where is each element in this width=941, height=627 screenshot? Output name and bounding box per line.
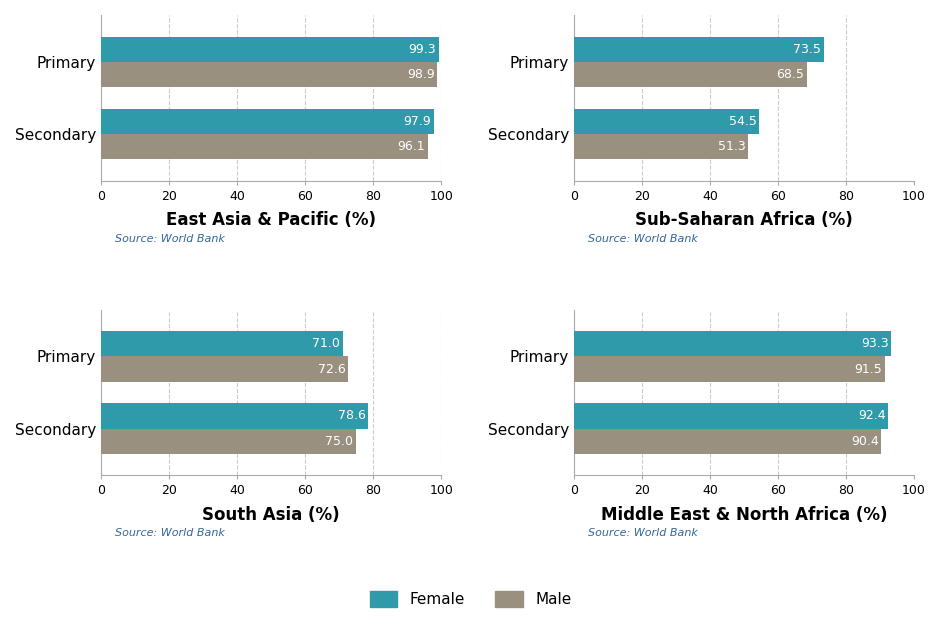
Text: Source: World Bank: Source: World Bank bbox=[587, 529, 697, 539]
Legend: Female, Male: Female, Male bbox=[363, 585, 578, 613]
Text: 99.3: 99.3 bbox=[408, 43, 436, 56]
Text: 91.5: 91.5 bbox=[854, 362, 883, 376]
Text: Source: World Bank: Source: World Bank bbox=[115, 234, 225, 244]
Text: 92.4: 92.4 bbox=[858, 409, 885, 423]
Bar bbox=[101, 108, 434, 134]
Text: Source: World Bank: Source: World Bank bbox=[587, 234, 697, 244]
Text: 73.5: 73.5 bbox=[793, 43, 821, 56]
Text: 90.4: 90.4 bbox=[851, 435, 879, 448]
Bar bbox=[574, 428, 882, 454]
Bar bbox=[101, 62, 438, 87]
Bar bbox=[574, 403, 888, 428]
Bar bbox=[574, 36, 824, 62]
Bar bbox=[574, 331, 891, 356]
Text: 97.9: 97.9 bbox=[404, 115, 431, 128]
Text: 71.0: 71.0 bbox=[312, 337, 340, 350]
Text: 96.1: 96.1 bbox=[398, 140, 425, 153]
Bar bbox=[101, 356, 348, 382]
Bar bbox=[101, 134, 428, 159]
Bar bbox=[101, 331, 343, 356]
Bar bbox=[574, 356, 885, 382]
Bar bbox=[574, 134, 748, 159]
X-axis label: Middle East & North Africa (%): Middle East & North Africa (%) bbox=[600, 506, 887, 524]
Text: 68.5: 68.5 bbox=[776, 68, 805, 81]
Text: 72.6: 72.6 bbox=[317, 362, 345, 376]
Bar bbox=[101, 428, 357, 454]
Text: 93.3: 93.3 bbox=[861, 337, 888, 350]
Bar bbox=[101, 403, 369, 428]
Text: 75.0: 75.0 bbox=[326, 435, 354, 448]
X-axis label: Sub-Saharan Africa (%): Sub-Saharan Africa (%) bbox=[635, 211, 853, 229]
Bar bbox=[574, 108, 759, 134]
Bar bbox=[574, 62, 807, 87]
Text: 51.3: 51.3 bbox=[718, 140, 745, 153]
X-axis label: East Asia & Pacific (%): East Asia & Pacific (%) bbox=[167, 211, 376, 229]
Text: 54.5: 54.5 bbox=[728, 115, 757, 128]
Text: 98.9: 98.9 bbox=[407, 68, 435, 81]
X-axis label: South Asia (%): South Asia (%) bbox=[202, 506, 340, 524]
Text: 78.6: 78.6 bbox=[338, 409, 366, 423]
Text: Source: World Bank: Source: World Bank bbox=[115, 529, 225, 539]
Bar bbox=[101, 36, 439, 62]
